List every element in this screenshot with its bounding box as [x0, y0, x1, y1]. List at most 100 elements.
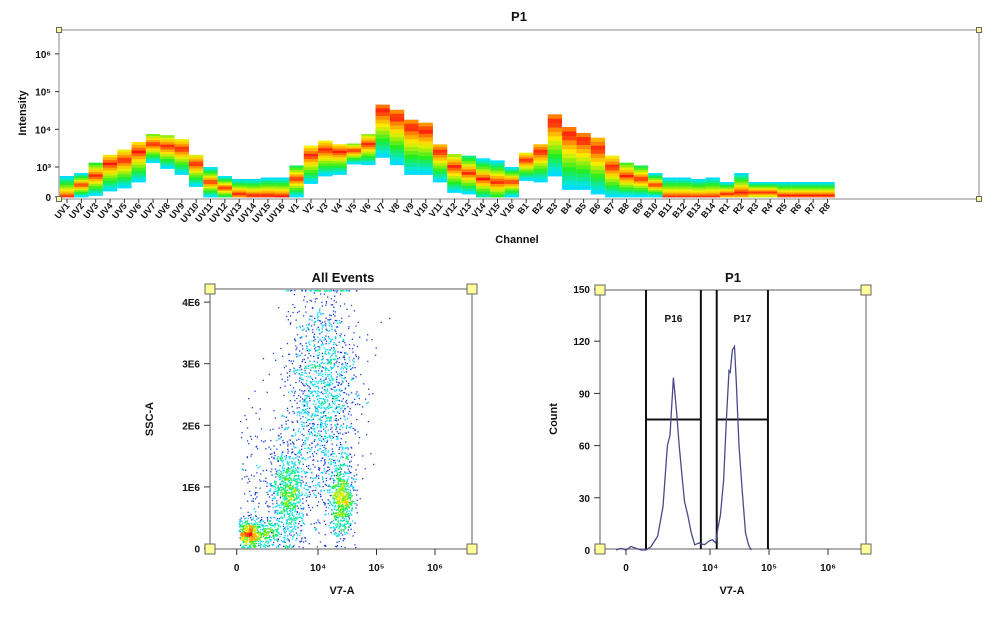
- event-point: [350, 503, 352, 505]
- event-point: [282, 493, 284, 495]
- event-point: [298, 502, 300, 504]
- event-point: [322, 313, 325, 315]
- event-point: [334, 498, 336, 500]
- band-segment: [361, 162, 376, 166]
- event-point: [343, 366, 345, 368]
- event-point: [301, 471, 303, 473]
- event-point: [323, 337, 326, 339]
- event-point: [262, 524, 265, 527]
- event-point: [319, 346, 321, 348]
- y-tick-label: 10⁴: [35, 125, 51, 136]
- resize-handle[interactable]: [976, 196, 982, 202]
- event-point: [295, 513, 298, 516]
- resize-handle[interactable]: [594, 543, 606, 555]
- event-point: [285, 492, 287, 494]
- event-point: [290, 531, 292, 533]
- band-segment: [777, 193, 792, 196]
- band-segment: [662, 190, 677, 192]
- event-point: [287, 485, 289, 488]
- band-segment: [432, 152, 448, 156]
- event-point: [270, 530, 272, 532]
- event-point: [271, 524, 274, 527]
- event-point: [268, 458, 270, 460]
- event-point: [263, 441, 265, 443]
- event-point: [335, 523, 337, 525]
- event-point: [284, 486, 287, 488]
- event-point: [255, 446, 257, 448]
- event-point: [287, 500, 290, 502]
- event-point: [348, 394, 350, 396]
- event-point: [307, 495, 309, 497]
- band-segment: [289, 165, 304, 169]
- event-point: [295, 532, 298, 534]
- event-point: [337, 518, 339, 520]
- event-point: [349, 472, 351, 474]
- band-segment: [59, 191, 75, 193]
- band-segment: [102, 180, 118, 184]
- event-point: [308, 386, 310, 388]
- event-point: [338, 474, 341, 477]
- band-segment: [504, 167, 520, 170]
- event-point: [343, 463, 345, 465]
- event-point: [311, 363, 314, 366]
- event-point: [292, 303, 294, 306]
- event-point: [244, 536, 247, 539]
- event-point: [328, 407, 330, 410]
- event-point: [294, 502, 296, 504]
- event-point: [262, 540, 264, 543]
- resize-handle[interactable]: [860, 543, 872, 555]
- event-point: [324, 350, 327, 352]
- event-point: [343, 525, 346, 527]
- band-segment: [74, 186, 89, 189]
- gate-P16[interactable]: P16: [645, 290, 702, 549]
- event-point: [345, 491, 347, 493]
- event-point: [308, 411, 310, 414]
- band-segment: [332, 161, 347, 165]
- band-segment: [346, 150, 362, 153]
- resize-handle[interactable]: [594, 284, 606, 296]
- resize-handle[interactable]: [466, 283, 478, 295]
- event-point: [339, 335, 341, 337]
- band-segment: [576, 173, 591, 178]
- resize-handle[interactable]: [56, 27, 62, 33]
- event-point: [341, 346, 344, 348]
- event-point: [357, 395, 359, 397]
- band-segment: [820, 193, 835, 196]
- resize-handle[interactable]: [204, 543, 216, 555]
- event-point: [332, 502, 335, 504]
- channel-label: V10: [412, 201, 430, 220]
- resize-handle[interactable]: [466, 543, 478, 555]
- event-point: [240, 507, 242, 509]
- event-point: [287, 379, 289, 381]
- event-point: [323, 385, 325, 388]
- event-point: [347, 526, 350, 529]
- band-segment: [806, 193, 821, 196]
- event-point: [344, 538, 346, 540]
- channel-band-UV3: [88, 162, 103, 196]
- band-segment: [303, 145, 319, 149]
- event-point: [315, 391, 317, 393]
- channel-band-V6: [361, 134, 376, 166]
- resize-handle[interactable]: [56, 196, 62, 202]
- event-point: [306, 419, 309, 422]
- event-point: [277, 540, 279, 542]
- event-point: [312, 479, 315, 481]
- resize-handle[interactable]: [976, 27, 982, 33]
- event-point: [314, 466, 316, 468]
- event-point: [349, 408, 351, 410]
- event-point: [292, 514, 294, 516]
- gate-P17[interactable]: P17: [715, 290, 769, 549]
- resize-handle[interactable]: [204, 283, 216, 295]
- band-segment: [734, 174, 749, 177]
- event-point: [337, 436, 339, 438]
- event-point: [351, 509, 353, 511]
- channel-band-V13: [461, 155, 476, 195]
- event-point: [303, 296, 306, 298]
- event-point: [337, 473, 339, 476]
- resize-handle[interactable]: [860, 284, 872, 296]
- event-point: [323, 501, 325, 503]
- event-point: [257, 467, 259, 469]
- event-point: [304, 361, 306, 363]
- event-point: [309, 444, 311, 446]
- event-point: [345, 364, 347, 366]
